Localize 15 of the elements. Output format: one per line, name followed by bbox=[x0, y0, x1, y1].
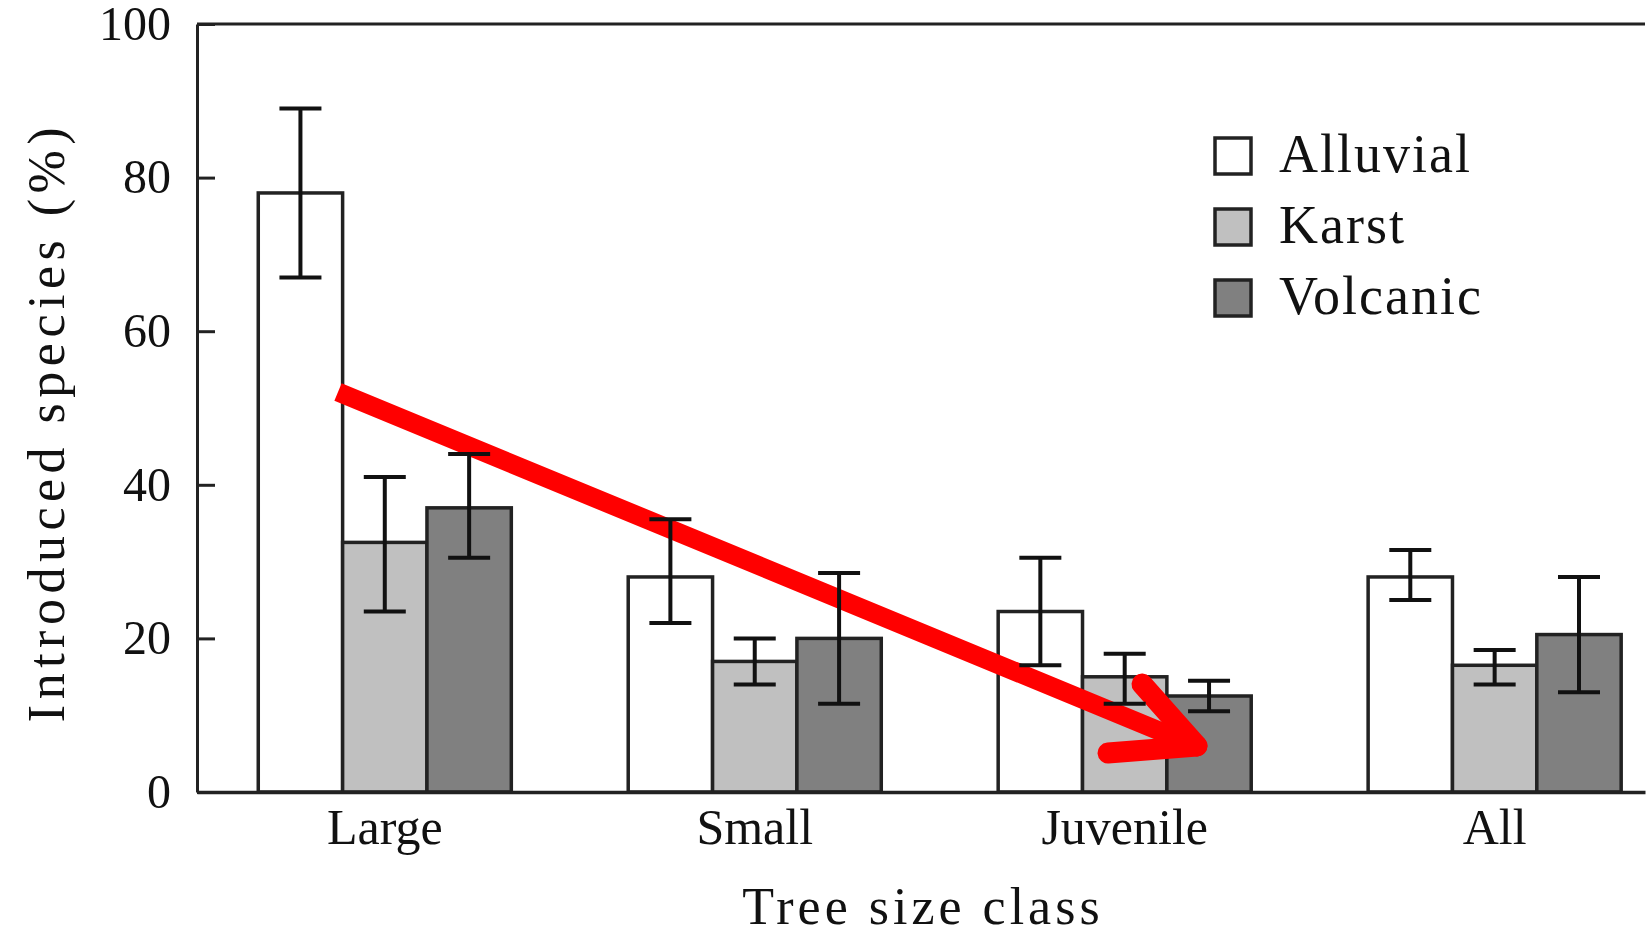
legend-label: Karst bbox=[1279, 195, 1406, 255]
x-axis-title: Tree size class bbox=[742, 878, 1104, 935]
y-tick-label: 100 bbox=[99, 0, 171, 50]
y-tick-label: 0 bbox=[147, 764, 171, 818]
y-tick-label: 80 bbox=[123, 150, 171, 204]
x-tick-label: Small bbox=[696, 798, 814, 855]
legend-label: Volcanic bbox=[1279, 266, 1483, 326]
y-tick-label: 20 bbox=[123, 611, 171, 665]
y-axis-title: Introduced species (%) bbox=[18, 121, 76, 723]
y-tick-label: 60 bbox=[123, 304, 171, 358]
x-tick-label: Large bbox=[326, 798, 443, 855]
x-tick-label: All bbox=[1462, 798, 1527, 855]
y-tick-label: 40 bbox=[123, 457, 171, 511]
x-tick-label: Juvenile bbox=[1041, 798, 1209, 855]
legend-label: Alluvial bbox=[1279, 124, 1472, 184]
